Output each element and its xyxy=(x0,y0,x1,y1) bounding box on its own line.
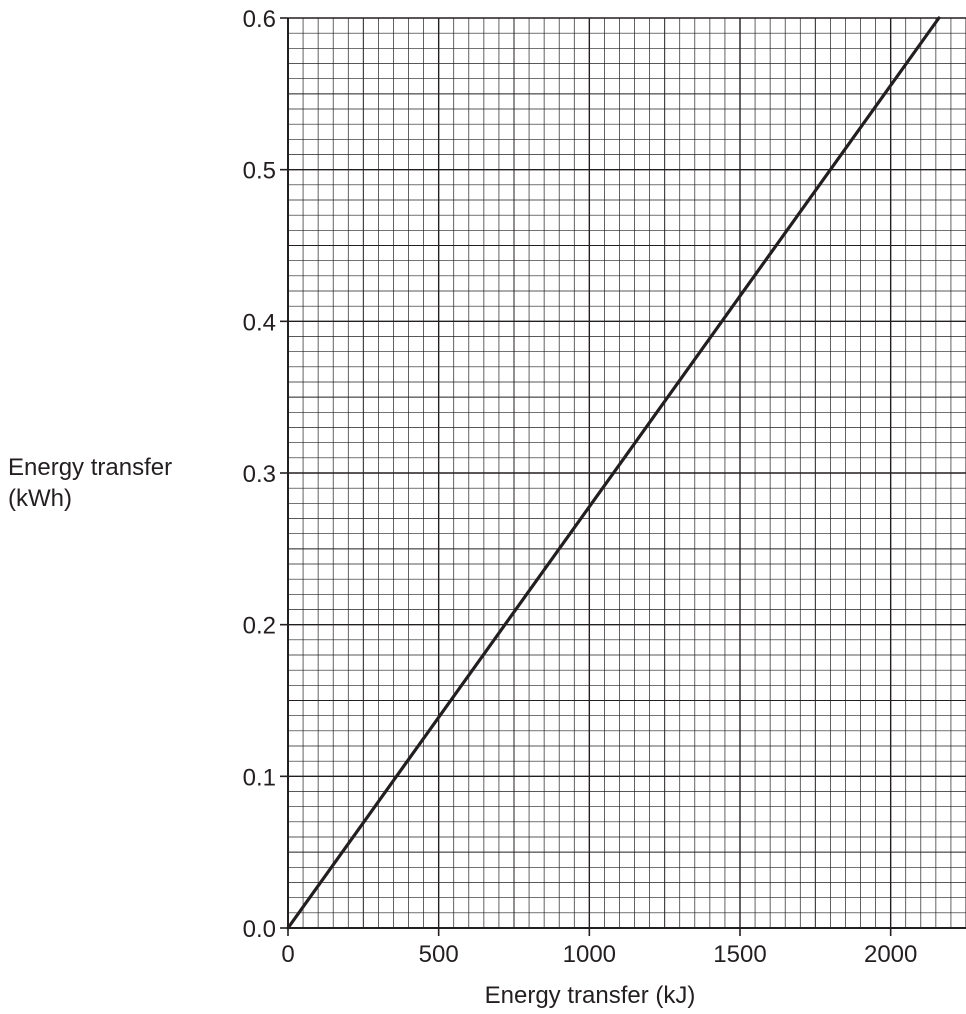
x-axis-ticks: 0 500 1000 1500 2000 xyxy=(281,928,917,968)
y-tick-label: 0.0 xyxy=(243,916,276,943)
x-tick-label: 0 xyxy=(281,941,294,968)
y-axis-ticks: 0.0 0.1 0.2 0.3 0.4 0.5 0.6 xyxy=(243,6,288,943)
y-tick-label: 0.4 xyxy=(243,309,276,336)
y-axis-label-line1: Energy transfer xyxy=(8,454,172,481)
x-tick-label: 2000 xyxy=(864,941,917,968)
x-axis-label: Energy transfer (kJ) xyxy=(485,982,696,1009)
series-group xyxy=(286,16,941,930)
y-tick-label: 0.6 xyxy=(243,6,276,33)
x-tick-label: 1500 xyxy=(713,941,766,968)
y-tick-label: 0.5 xyxy=(243,158,276,185)
y-tick-label: 0.1 xyxy=(243,764,276,791)
x-tick-label: 1000 xyxy=(563,941,616,968)
y-tick-label: 0.2 xyxy=(243,613,276,640)
x-tick-label: 500 xyxy=(419,941,459,968)
y-axis-label-line2: (kWh) xyxy=(8,485,72,512)
y-tick-label: 0.3 xyxy=(243,461,276,488)
series-line xyxy=(286,16,941,930)
